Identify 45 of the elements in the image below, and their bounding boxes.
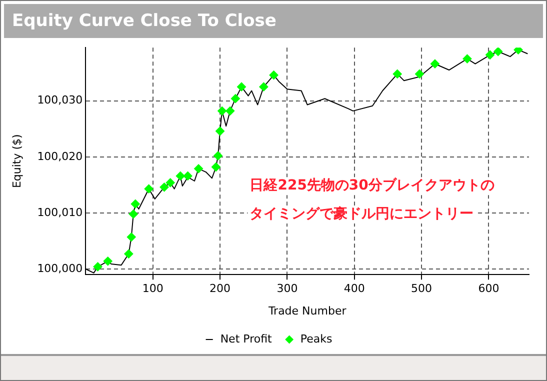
point	[103, 256, 112, 266]
point	[259, 82, 268, 92]
point	[218, 106, 227, 116]
point	[430, 59, 440, 68]
point	[230, 94, 240, 104]
point	[269, 70, 278, 80]
x-tick-label: 400	[344, 282, 365, 296]
point	[237, 82, 246, 92]
point	[392, 69, 402, 78]
annotation: タイミングで豪ドル円にエントリー	[250, 206, 474, 222]
y-tick-label: 100,000	[37, 262, 83, 275]
point	[486, 50, 495, 60]
legend-label: Peaks	[300, 332, 332, 346]
point	[144, 184, 154, 194]
x-tick-label: 200	[210, 282, 231, 296]
point	[514, 48, 523, 54]
point	[214, 151, 223, 160]
y-tick-label: 100,010	[37, 206, 83, 219]
x-tick-label: 600	[478, 282, 500, 296]
point	[124, 249, 134, 258]
point	[194, 164, 204, 174]
annotation: 日経225先物の30分ブレイクアウトの	[250, 176, 494, 194]
point	[126, 232, 136, 242]
point	[415, 69, 424, 78]
point	[226, 106, 235, 116]
point	[183, 171, 192, 180]
point	[216, 126, 225, 136]
point	[176, 171, 185, 180]
point	[160, 182, 169, 192]
point	[494, 48, 503, 56]
point	[130, 199, 140, 208]
y-tick-label: 100,030	[37, 94, 83, 107]
point	[211, 162, 220, 172]
point	[93, 262, 102, 272]
chart-title: Equity Curve Close To Close	[4, 4, 543, 38]
y-tick-label: 100,020	[37, 150, 83, 163]
point	[462, 54, 472, 64]
point	[166, 178, 175, 188]
point	[128, 210, 138, 219]
y-axis-title: Equity ($)	[10, 134, 24, 188]
legend-label: Net Profit	[220, 332, 273, 346]
x-axis-title: Trade Number	[267, 304, 347, 318]
x-tick-label: 300	[276, 282, 298, 296]
x-tick-label: 100	[142, 282, 164, 296]
x-tick-label: 500	[411, 282, 432, 296]
